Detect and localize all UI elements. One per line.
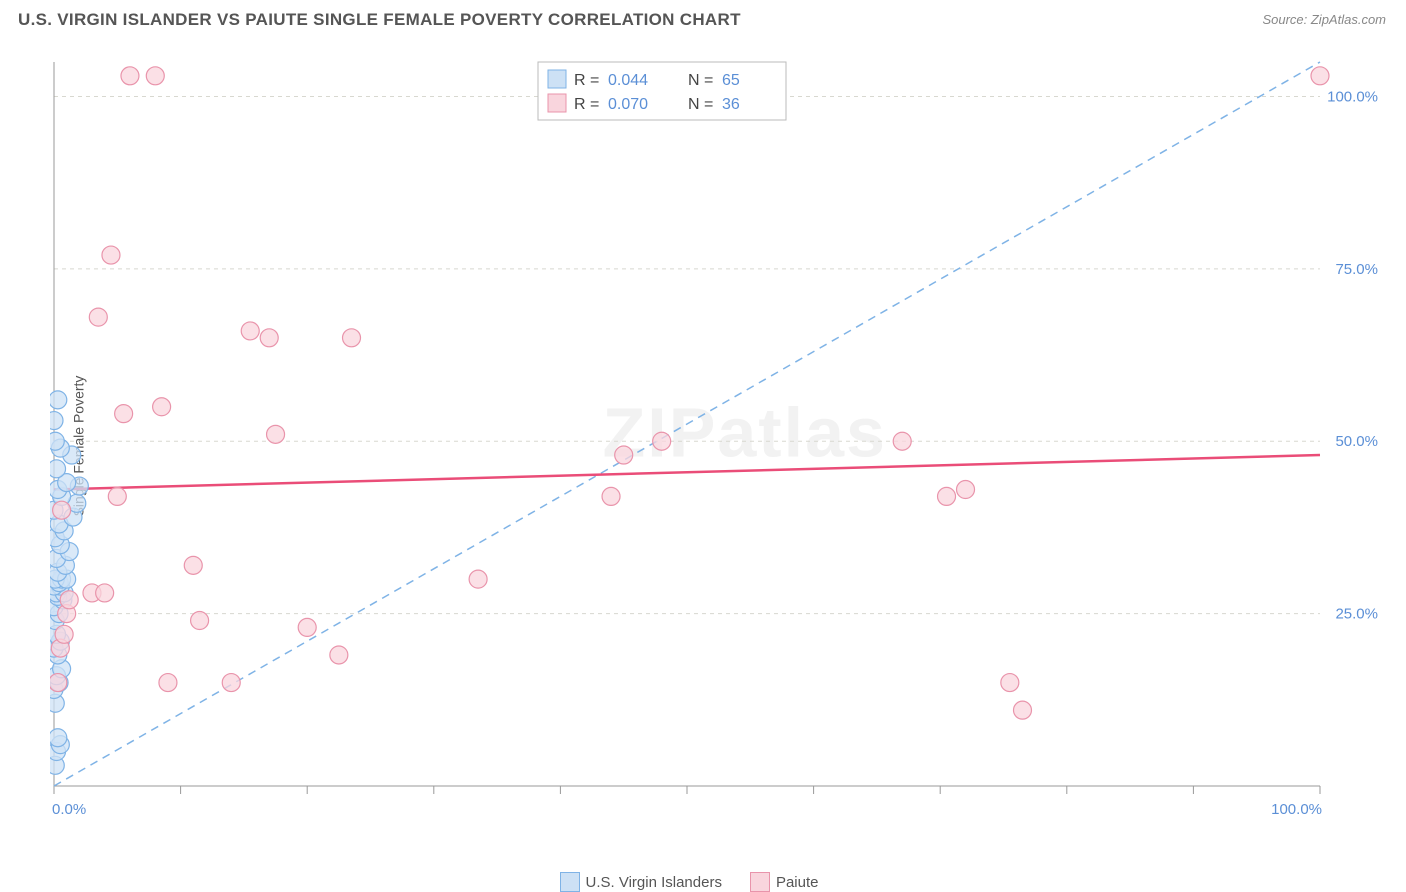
data-point [184,556,202,574]
chart-area: ZIPatlas 25.0% 50.0% 75.0% 100.0% 0.0% 100.0% R… [50,56,1386,826]
y-tick-label: 100.0% [1327,88,1378,105]
data-point [108,487,126,505]
data-point [89,308,107,326]
data-point [50,674,67,692]
data-point [343,329,361,347]
data-point [50,412,63,430]
data-point [615,446,633,464]
y-tick-label: 75.0% [1335,261,1378,278]
trend-line [54,62,1320,786]
legend-n-label: N = [688,72,713,89]
data-point [1311,67,1329,85]
data-point [121,67,139,85]
legend-r-label: R = [574,72,599,89]
legend-swatch [548,70,566,88]
data-point [653,432,671,450]
data-point [50,432,64,450]
data-point [260,329,278,347]
data-point [298,618,316,636]
legend-n-value: 65 [722,72,740,89]
chart-header: U.S. VIRGIN ISLANDER VS PAIUTE SINGLE FE… [0,0,1406,50]
data-point [893,432,911,450]
data-point [938,487,956,505]
data-point [50,729,67,747]
data-point [159,674,177,692]
data-point [53,501,71,519]
data-point [602,487,620,505]
legend-swatch [548,94,566,112]
chart-title: U.S. VIRGIN ISLANDER VS PAIUTE SINGLE FE… [18,10,741,29]
data-point [96,584,114,602]
data-point [102,246,120,264]
legend-swatch [750,872,770,892]
legend-r-label: R = [574,96,599,113]
data-point [330,646,348,664]
data-point [55,625,73,643]
x-tick-label: 0.0% [52,801,86,818]
x-tick-label: 100.0% [1271,801,1322,818]
data-point [222,674,240,692]
data-point [115,405,133,423]
data-point [957,481,975,499]
data-point [1013,701,1031,719]
data-point [146,67,164,85]
legend-label: Paiute [776,874,819,891]
scatter-chart: ZIPatlas 25.0% 50.0% 75.0% 100.0% 0.0% 100.0% R… [50,56,1386,826]
legend-n-label: N = [688,96,713,113]
legend-swatch [560,872,580,892]
legend-n-value: 36 [722,96,740,113]
data-point [241,322,259,340]
data-point [50,391,67,409]
data-point [469,570,487,588]
bottom-legend: U.S. Virgin Islanders Paiute [0,872,1406,892]
legend-label: U.S. Virgin Islanders [586,874,722,891]
legend-r-value: 0.070 [608,96,648,113]
legend-r-value: 0.044 [608,72,648,89]
data-point [153,398,171,416]
data-point [191,612,209,630]
source-label: Source: ZipAtlas.com [1262,12,1386,27]
y-tick-label: 25.0% [1335,606,1378,623]
y-tick-label: 50.0% [1335,433,1378,450]
data-point [50,460,66,478]
watermark: ZIPatlas [602,393,886,471]
data-point [60,591,78,609]
data-point [1001,674,1019,692]
data-point [267,425,285,443]
